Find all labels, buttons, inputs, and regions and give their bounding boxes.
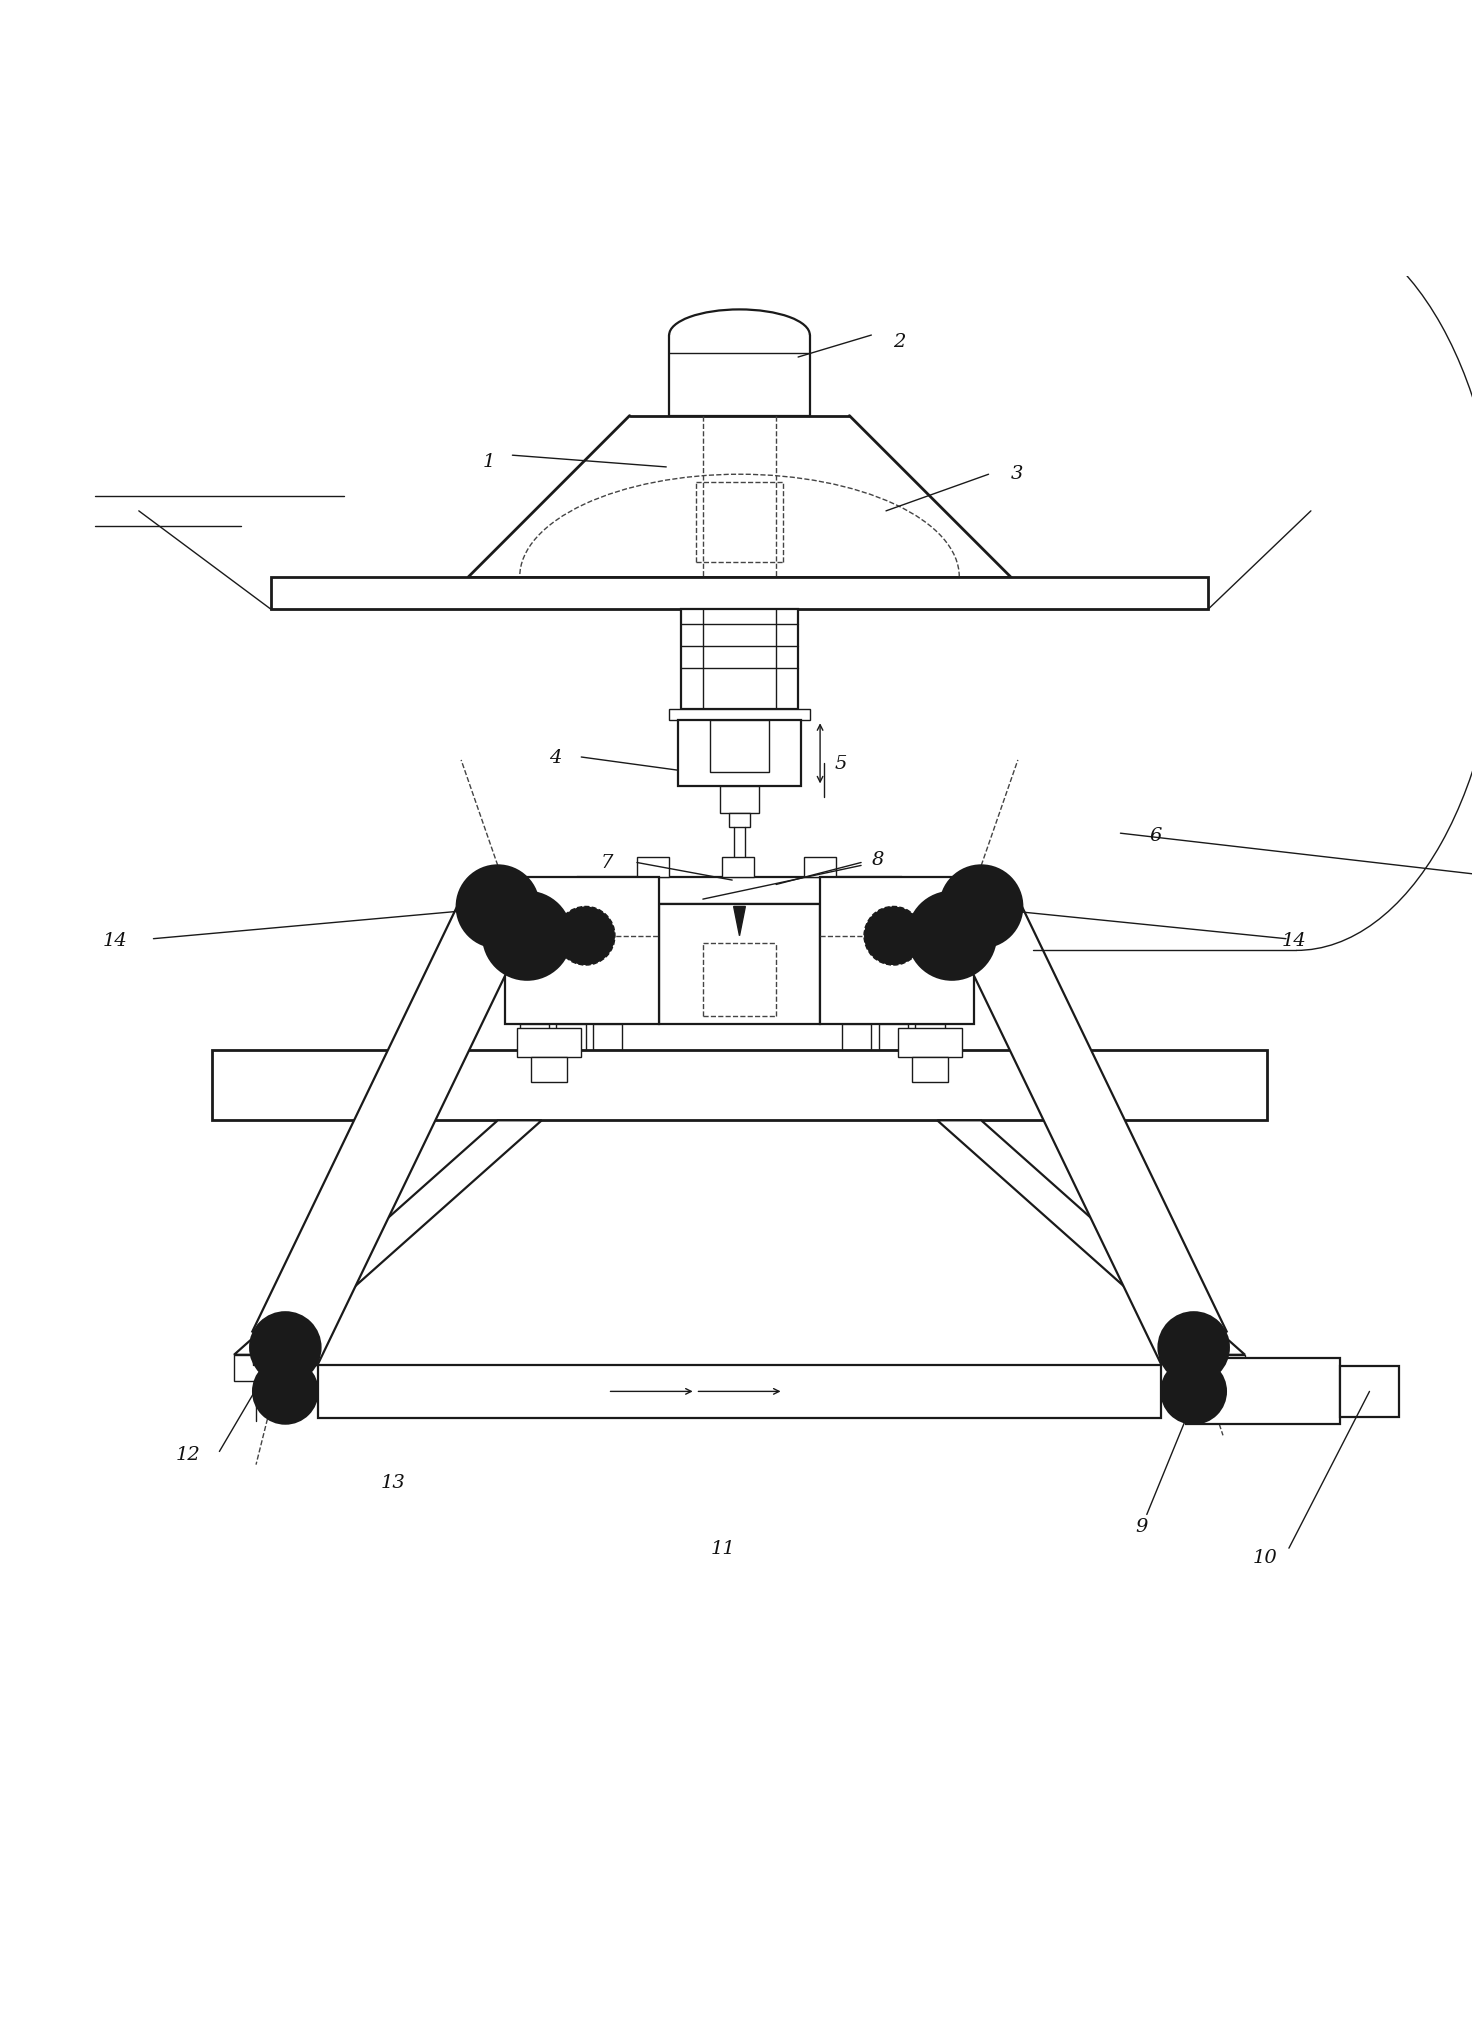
Text: 1: 1: [484, 452, 495, 470]
Bar: [531, 1057, 566, 1082]
Circle shape: [1161, 1360, 1226, 1423]
Bar: [819, 878, 973, 1023]
Polygon shape: [253, 890, 531, 1364]
Bar: [318, 1364, 1161, 1419]
Bar: [516, 1027, 581, 1057]
Bar: [578, 878, 901, 904]
Bar: [805, 856, 836, 878]
Bar: [1201, 1354, 1245, 1380]
Polygon shape: [734, 906, 745, 936]
Circle shape: [484, 892, 571, 979]
Text: 8: 8: [871, 852, 884, 870]
Circle shape: [272, 1378, 299, 1405]
Circle shape: [506, 916, 547, 957]
Bar: [1186, 1358, 1340, 1425]
Bar: [637, 856, 669, 878]
Bar: [1340, 1366, 1399, 1417]
Text: 4: 4: [549, 749, 562, 767]
Circle shape: [271, 1332, 300, 1362]
Bar: [720, 787, 759, 813]
Text: 2: 2: [893, 333, 905, 351]
Circle shape: [908, 892, 995, 979]
Bar: [211, 1049, 1268, 1120]
Polygon shape: [234, 1120, 541, 1354]
Circle shape: [250, 1312, 321, 1382]
Circle shape: [1180, 1378, 1207, 1405]
Bar: [898, 1027, 963, 1057]
Bar: [879, 1023, 908, 1049]
Bar: [680, 609, 799, 708]
Circle shape: [253, 1360, 318, 1423]
Bar: [913, 1057, 948, 1082]
Circle shape: [964, 888, 998, 924]
Circle shape: [932, 916, 973, 957]
Text: 14: 14: [102, 932, 127, 950]
Bar: [271, 577, 1208, 609]
Bar: [669, 708, 810, 720]
Bar: [660, 904, 819, 1023]
Bar: [556, 1023, 586, 1049]
Circle shape: [481, 888, 515, 924]
Bar: [677, 720, 802, 787]
Circle shape: [1158, 1312, 1229, 1382]
Bar: [722, 856, 754, 878]
Text: 7: 7: [600, 854, 612, 872]
Bar: [519, 1023, 549, 1049]
Bar: [916, 1023, 945, 1049]
Text: 3: 3: [1010, 464, 1023, 482]
Text: 12: 12: [176, 1447, 200, 1465]
Text: 11: 11: [710, 1540, 735, 1558]
Bar: [710, 720, 769, 771]
Bar: [842, 1023, 871, 1049]
Text: 14: 14: [1282, 932, 1306, 950]
Bar: [234, 1354, 278, 1380]
Circle shape: [457, 866, 538, 948]
Text: 10: 10: [1253, 1548, 1276, 1566]
Circle shape: [1179, 1332, 1208, 1362]
Polygon shape: [938, 1120, 1245, 1354]
Polygon shape: [948, 890, 1226, 1364]
Text: 5: 5: [834, 755, 847, 773]
Circle shape: [556, 906, 615, 965]
Circle shape: [864, 906, 923, 965]
Circle shape: [941, 866, 1022, 948]
Text: 13: 13: [380, 1473, 405, 1491]
Bar: [729, 813, 750, 827]
Bar: [506, 878, 660, 1023]
Text: 6: 6: [1149, 827, 1162, 844]
Bar: [593, 1023, 623, 1049]
Text: 9: 9: [1134, 1518, 1148, 1536]
